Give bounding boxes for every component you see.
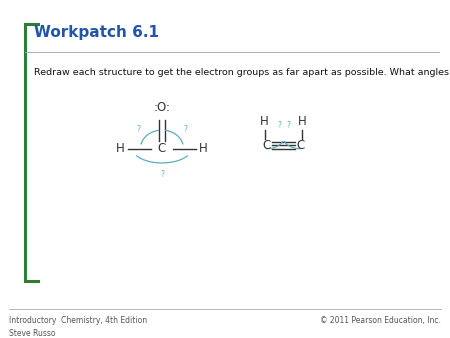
- Text: ?: ?: [286, 121, 290, 129]
- Text: ?: ?: [277, 121, 281, 129]
- Text: C: C: [262, 139, 270, 152]
- Text: Workpatch 6.1: Workpatch 6.1: [34, 25, 159, 40]
- Text: ?: ?: [137, 125, 140, 134]
- Text: H: H: [260, 115, 269, 128]
- Text: :O:: :O:: [153, 101, 171, 114]
- Text: H: H: [199, 142, 208, 155]
- Text: Introductory  Chemistry, 4th Edition
Steve Russo: Introductory Chemistry, 4th Edition Stev…: [9, 316, 147, 338]
- Text: H: H: [116, 142, 125, 155]
- Text: C: C: [297, 139, 305, 152]
- Text: ?: ?: [184, 125, 187, 134]
- Text: H: H: [298, 115, 307, 128]
- Text: C: C: [158, 142, 166, 155]
- Text: ?: ?: [160, 170, 164, 178]
- Text: © 2011 Pearson Education, Inc.: © 2011 Pearson Education, Inc.: [320, 316, 441, 325]
- Text: Redraw each structure to get the electron groups as far apart as possible. What : Redraw each structure to get the electro…: [34, 68, 450, 77]
